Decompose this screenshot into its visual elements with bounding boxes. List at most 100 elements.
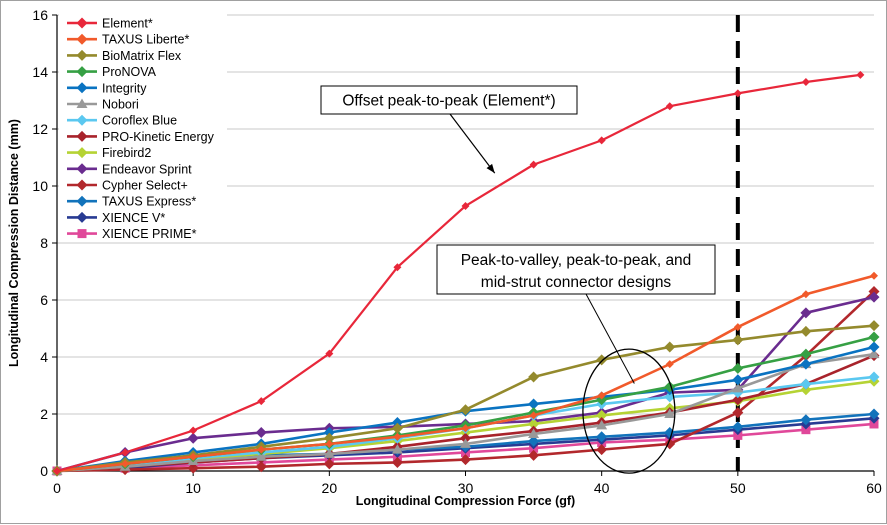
legend-label: PRO-Kinetic Energy (102, 130, 215, 144)
y-tick-label: 0 (40, 463, 48, 479)
legend-item: Cypher Select+ (67, 179, 188, 193)
data-point (856, 70, 865, 79)
legend-label: XIENCE PRIME* (102, 227, 197, 241)
data-point (596, 444, 608, 456)
legend-item: XIENCE PRIME* (67, 227, 197, 241)
data-point (868, 408, 880, 420)
data-point (323, 427, 335, 439)
data-point (528, 398, 540, 410)
annotation-element-arrow (449, 113, 496, 174)
data-point (597, 136, 606, 145)
data-point (868, 291, 880, 303)
data-point (257, 445, 266, 454)
data-point (665, 360, 674, 369)
x-tick-label: 0 (53, 480, 61, 496)
x-axis-title: Longitudinal Compression Force (gf) (356, 494, 575, 508)
legend-marker-icon (76, 163, 88, 175)
legend-label: TAXUS Liberte* (102, 33, 189, 47)
data-point (800, 358, 812, 370)
data-point (596, 354, 608, 366)
data-point (325, 349, 334, 358)
data-point (460, 432, 471, 444)
legend-item: Coroflex Blue (67, 114, 177, 128)
data-point (664, 391, 676, 403)
data-point (868, 348, 880, 359)
legend-item: BioMatrix Flex (67, 49, 182, 63)
legend-marker-icon (76, 114, 88, 126)
data-point (255, 427, 267, 439)
data-point (800, 378, 812, 390)
data-point (870, 271, 878, 280)
data-point (187, 432, 199, 444)
series-taxus-liberte (53, 271, 878, 475)
legend-label: Cypher Select+ (102, 179, 188, 193)
arrowhead-icon (486, 163, 495, 174)
legend-item: TAXUS Liberte* (67, 33, 189, 47)
data-point (800, 348, 812, 360)
data-point (868, 285, 880, 297)
data-point (597, 391, 606, 400)
data-point (529, 160, 538, 169)
data-point (596, 419, 608, 430)
legend-label: Coroflex Blue (102, 114, 177, 128)
annotation-element-text: Offset peak-to-peak (Element*) (342, 93, 555, 110)
data-point (800, 325, 812, 337)
legend-label: Firebird2 (102, 146, 151, 160)
data-point (255, 451, 267, 461)
y-tick-label: 10 (32, 178, 48, 194)
legend-item: ProNOVA (67, 65, 157, 79)
legend-item: Nobori (67, 98, 139, 112)
data-point (868, 371, 880, 383)
data-point (801, 425, 811, 435)
annotation-cluster-circle (582, 348, 676, 474)
data-point (733, 89, 742, 98)
data-point (121, 448, 130, 457)
y-tick-label: 8 (40, 235, 48, 251)
data-point (733, 323, 742, 332)
data-point (732, 407, 744, 419)
legend-marker-icon (76, 195, 88, 207)
data-point (732, 362, 744, 374)
data-point (732, 374, 744, 386)
y-tick-label: 16 (32, 7, 48, 23)
y-axis-title: Longitudinal Compression Distance (mm) (7, 119, 21, 367)
data-point (323, 458, 335, 470)
legend-label: XIENCE V* (102, 211, 165, 225)
x-tick-label: 30 (458, 480, 474, 496)
data-point (121, 459, 130, 468)
data-point (528, 371, 540, 383)
data-point (323, 448, 335, 458)
annotation-cluster-leader (585, 293, 635, 384)
data-point (391, 417, 403, 429)
data-point (801, 290, 810, 299)
data-point (868, 331, 880, 343)
legend-label: Integrity (102, 81, 147, 95)
legend-label: TAXUS Express* (102, 195, 196, 209)
data-point (460, 454, 471, 466)
legend-item: Endeavor Sprint (67, 162, 192, 176)
data-point (257, 397, 266, 406)
legend-label: ProNOVA (102, 65, 157, 79)
y-tick-label: 12 (32, 121, 48, 137)
legend-marker-icon (76, 49, 88, 61)
data-point (732, 382, 744, 393)
annotation-cluster-box (436, 244, 716, 295)
series-element (53, 70, 865, 475)
data-point (664, 408, 676, 418)
x-tick-label: 20 (322, 480, 338, 496)
legend-marker-icon (76, 130, 88, 142)
x-tick-label: 10 (185, 480, 201, 496)
data-point (255, 461, 267, 473)
annotation-cluster-text-line1: Peak-to-valley, peak-to-peak, and (461, 252, 692, 269)
data-point (801, 77, 810, 86)
data-point (393, 263, 402, 272)
annotations: Offset peak-to-peak (Element*) Peak-to-v… (320, 85, 716, 474)
x-tick-label: 50 (730, 480, 746, 496)
data-point (391, 456, 403, 468)
tick-labels: 0 2 4 6 8 10 12 14 16 0 10 20 30 40 50 60 (32, 7, 882, 496)
data-point (187, 462, 199, 474)
legend-label: Endeavor Sprint (102, 162, 192, 176)
data-point (189, 426, 198, 435)
data-point (664, 341, 676, 353)
